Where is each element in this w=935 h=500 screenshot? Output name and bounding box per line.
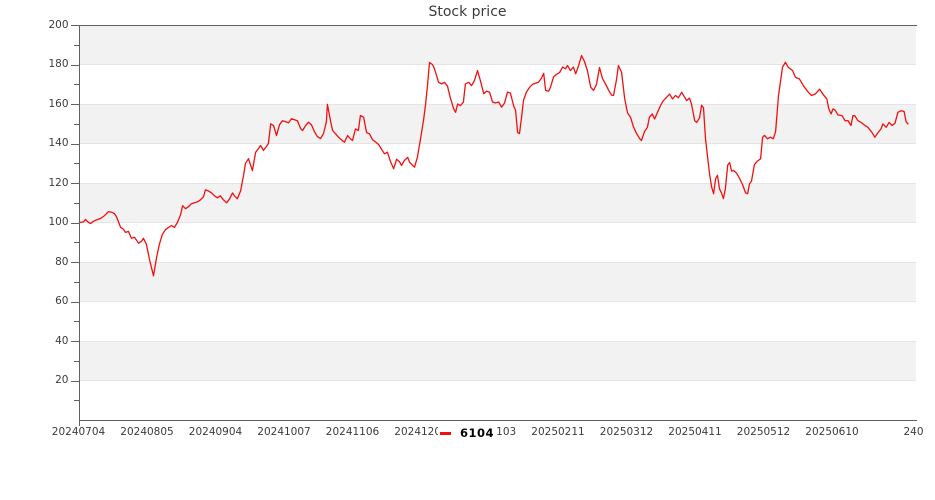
top-spine (78, 25, 917, 26)
y-minor-tick (73, 123, 79, 125)
left-spine (78, 25, 80, 426)
y-tick-label: 20 (55, 374, 69, 386)
y-minor-tick (73, 242, 79, 244)
y-major-tick (70, 301, 79, 303)
y-minor-tick (73, 281, 79, 283)
y-minor-tick (73, 84, 79, 86)
grid-band (78, 183, 916, 223)
x-tick-label: 20241007 (257, 426, 311, 438)
x-tick-label: 20241205 (394, 426, 448, 438)
price-line-svg (78, 54, 909, 277)
legend-series-label: 6104 (460, 426, 495, 440)
x-tick-label: 20241106 (325, 426, 380, 438)
y-major-tick (70, 143, 79, 145)
legend: 6104 (438, 425, 497, 441)
x-tick-label: 20250211 (531, 426, 585, 438)
y-major-tick (70, 25, 79, 26)
y-minor-tick (73, 321, 79, 323)
y-tick-label: 120 (48, 176, 69, 189)
y-major-tick (70, 222, 79, 224)
x-tick-label: 20240904 (188, 426, 243, 438)
x-tick-label: 20250312 (599, 426, 654, 438)
chart-title: Stock price (428, 4, 507, 20)
y-major-tick (70, 262, 79, 263)
y-major-tick (70, 104, 79, 105)
y-tick-label: 100 (48, 216, 69, 228)
y-tick-label: 40 (55, 334, 69, 347)
y-major-tick (70, 380, 79, 382)
y-tick-label: 180 (48, 58, 69, 70)
y-major-tick (70, 341, 79, 342)
y-minor-tick (73, 360, 79, 362)
y-tick-label: 140 (48, 137, 69, 149)
legend-line-sample-icon (440, 431, 451, 435)
y-tick-label: 60 (55, 295, 69, 307)
y-minor-tick (73, 400, 79, 402)
bottom-spine (78, 420, 917, 421)
x-tick-label: 20240704 (51, 426, 106, 438)
x-tick-label: 240 (903, 426, 924, 438)
grid-band (78, 341, 916, 381)
x-tick-label: 20250512 (736, 426, 791, 438)
x-tick-label: 20250610 (805, 426, 859, 438)
x-tick-label: 20240805 (120, 426, 174, 438)
y-tick-label: 200 (48, 18, 69, 31)
y-minor-tick (73, 163, 79, 165)
y-tick-label: 160 (48, 97, 69, 110)
plot-area (78, 25, 916, 420)
y-minor-tick (73, 202, 79, 204)
y-tick-label: 80 (55, 255, 69, 268)
grid-band (78, 262, 916, 302)
y-major-tick (70, 64, 79, 66)
grid-band (78, 25, 916, 65)
y-minor-tick (73, 44, 79, 46)
x-tick-label: 20250411 (668, 426, 722, 438)
y-major-tick (70, 183, 79, 184)
price-line-series-6104 (78, 54, 909, 277)
